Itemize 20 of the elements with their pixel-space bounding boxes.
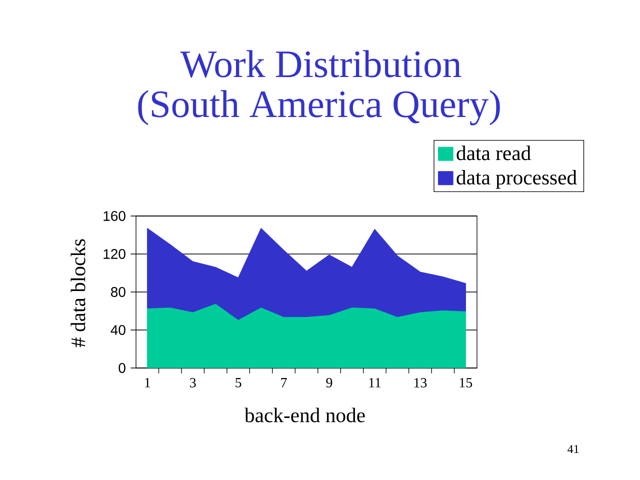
x-tick-label: 15 — [460, 378, 472, 388]
legend-label: data read — [456, 146, 531, 160]
x-tick-label: 3 — [190, 378, 196, 388]
x-tick-label: 5 — [236, 378, 242, 388]
y-axis-title: # data blocks — [70, 239, 86, 348]
text: 41 — [568, 445, 579, 453]
chart-subtitle: (South America Query) — [138, 90, 500, 126]
x-tick-label: 11 — [369, 378, 381, 388]
legend-label: data processed — [456, 170, 577, 189]
y-tick-label: 0 — [118, 363, 126, 373]
y-tick-label: 80 — [110, 287, 126, 297]
x-axis-title: back-end node — [244, 408, 365, 422]
y-tick-label: 160 — [104, 211, 126, 221]
x-tick-label: 1 — [145, 378, 150, 388]
x-tick-label: 7 — [281, 378, 287, 388]
y-tick-label: 40 — [110, 325, 126, 335]
y-tick-label: 120 — [104, 249, 126, 259]
x-tick-label: 13 — [414, 378, 427, 388]
x-tick-label: 9 — [326, 378, 332, 388]
chart-title: Work Distribution — [180, 50, 462, 78]
